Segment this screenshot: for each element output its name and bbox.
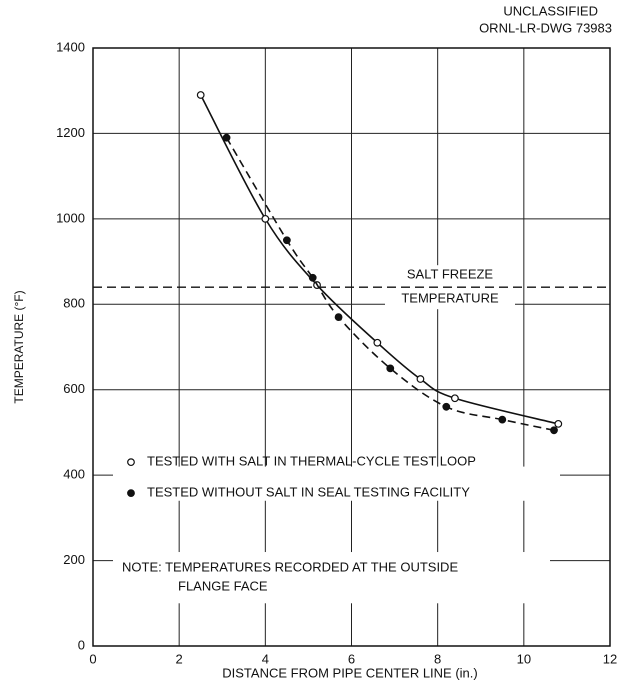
data-point	[222, 133, 231, 142]
data-point	[308, 273, 317, 282]
y-tick-label: 200	[63, 552, 85, 567]
x-tick-label: 4	[262, 651, 269, 666]
reference-label: SALT FREEZE	[407, 267, 494, 282]
legend-label: TESTED WITH SALT IN THERMAL-CYCLE TEST L…	[147, 454, 476, 469]
plot-frame	[92, 47, 611, 647]
legend-marker	[127, 489, 135, 498]
data-point	[416, 375, 425, 383]
data-point	[554, 419, 563, 428]
note: FLANGE FACE	[178, 578, 268, 593]
data-point	[334, 313, 343, 322]
data-point	[386, 364, 395, 373]
x-tick-label: 2	[176, 651, 183, 666]
curve	[199, 94, 559, 425]
data-point	[498, 415, 507, 424]
x-tick-label: 10	[517, 651, 531, 666]
note: NOTE: TEMPERATURES RECORDED AT THE OUTSI…	[122, 559, 458, 574]
data-point	[451, 394, 459, 403]
x-tick-label: 8	[434, 651, 441, 666]
data-point	[261, 214, 270, 223]
y-tick-label: 600	[63, 381, 85, 396]
header: UNCLASSIFIED	[503, 3, 598, 18]
legend-marker	[127, 458, 135, 467]
y-tick-label: 1400	[56, 39, 85, 54]
data-point	[373, 338, 382, 347]
reference-label: TEMPERATURE	[401, 291, 499, 306]
x-axis-label: DISTANCE FROM PIPE CENTER LINE (in.)	[222, 665, 477, 680]
y-axis-label: TEMPERATURE (°F)	[12, 290, 26, 403]
y-tick-label: 0	[78, 637, 85, 652]
header: ORNL-LR-DWG 73983	[479, 20, 612, 35]
data-point	[442, 402, 451, 411]
legend-label: TESTED WITHOUT SALT IN SEAL TESTING FACI…	[147, 485, 470, 500]
x-tick-label: 0	[89, 651, 96, 666]
y-tick-label: 1200	[56, 125, 85, 140]
legend-box	[113, 466, 560, 501]
data-point	[282, 236, 291, 245]
note-box	[113, 552, 550, 604]
data-point	[550, 426, 558, 435]
y-tick-label: 800	[63, 296, 85, 311]
x-tick-label: 6	[348, 651, 355, 666]
data-point	[196, 91, 205, 99]
y-tick-label: 1000	[56, 210, 85, 225]
x-tick-label: 12	[603, 651, 617, 666]
y-tick-label: 400	[63, 467, 85, 482]
